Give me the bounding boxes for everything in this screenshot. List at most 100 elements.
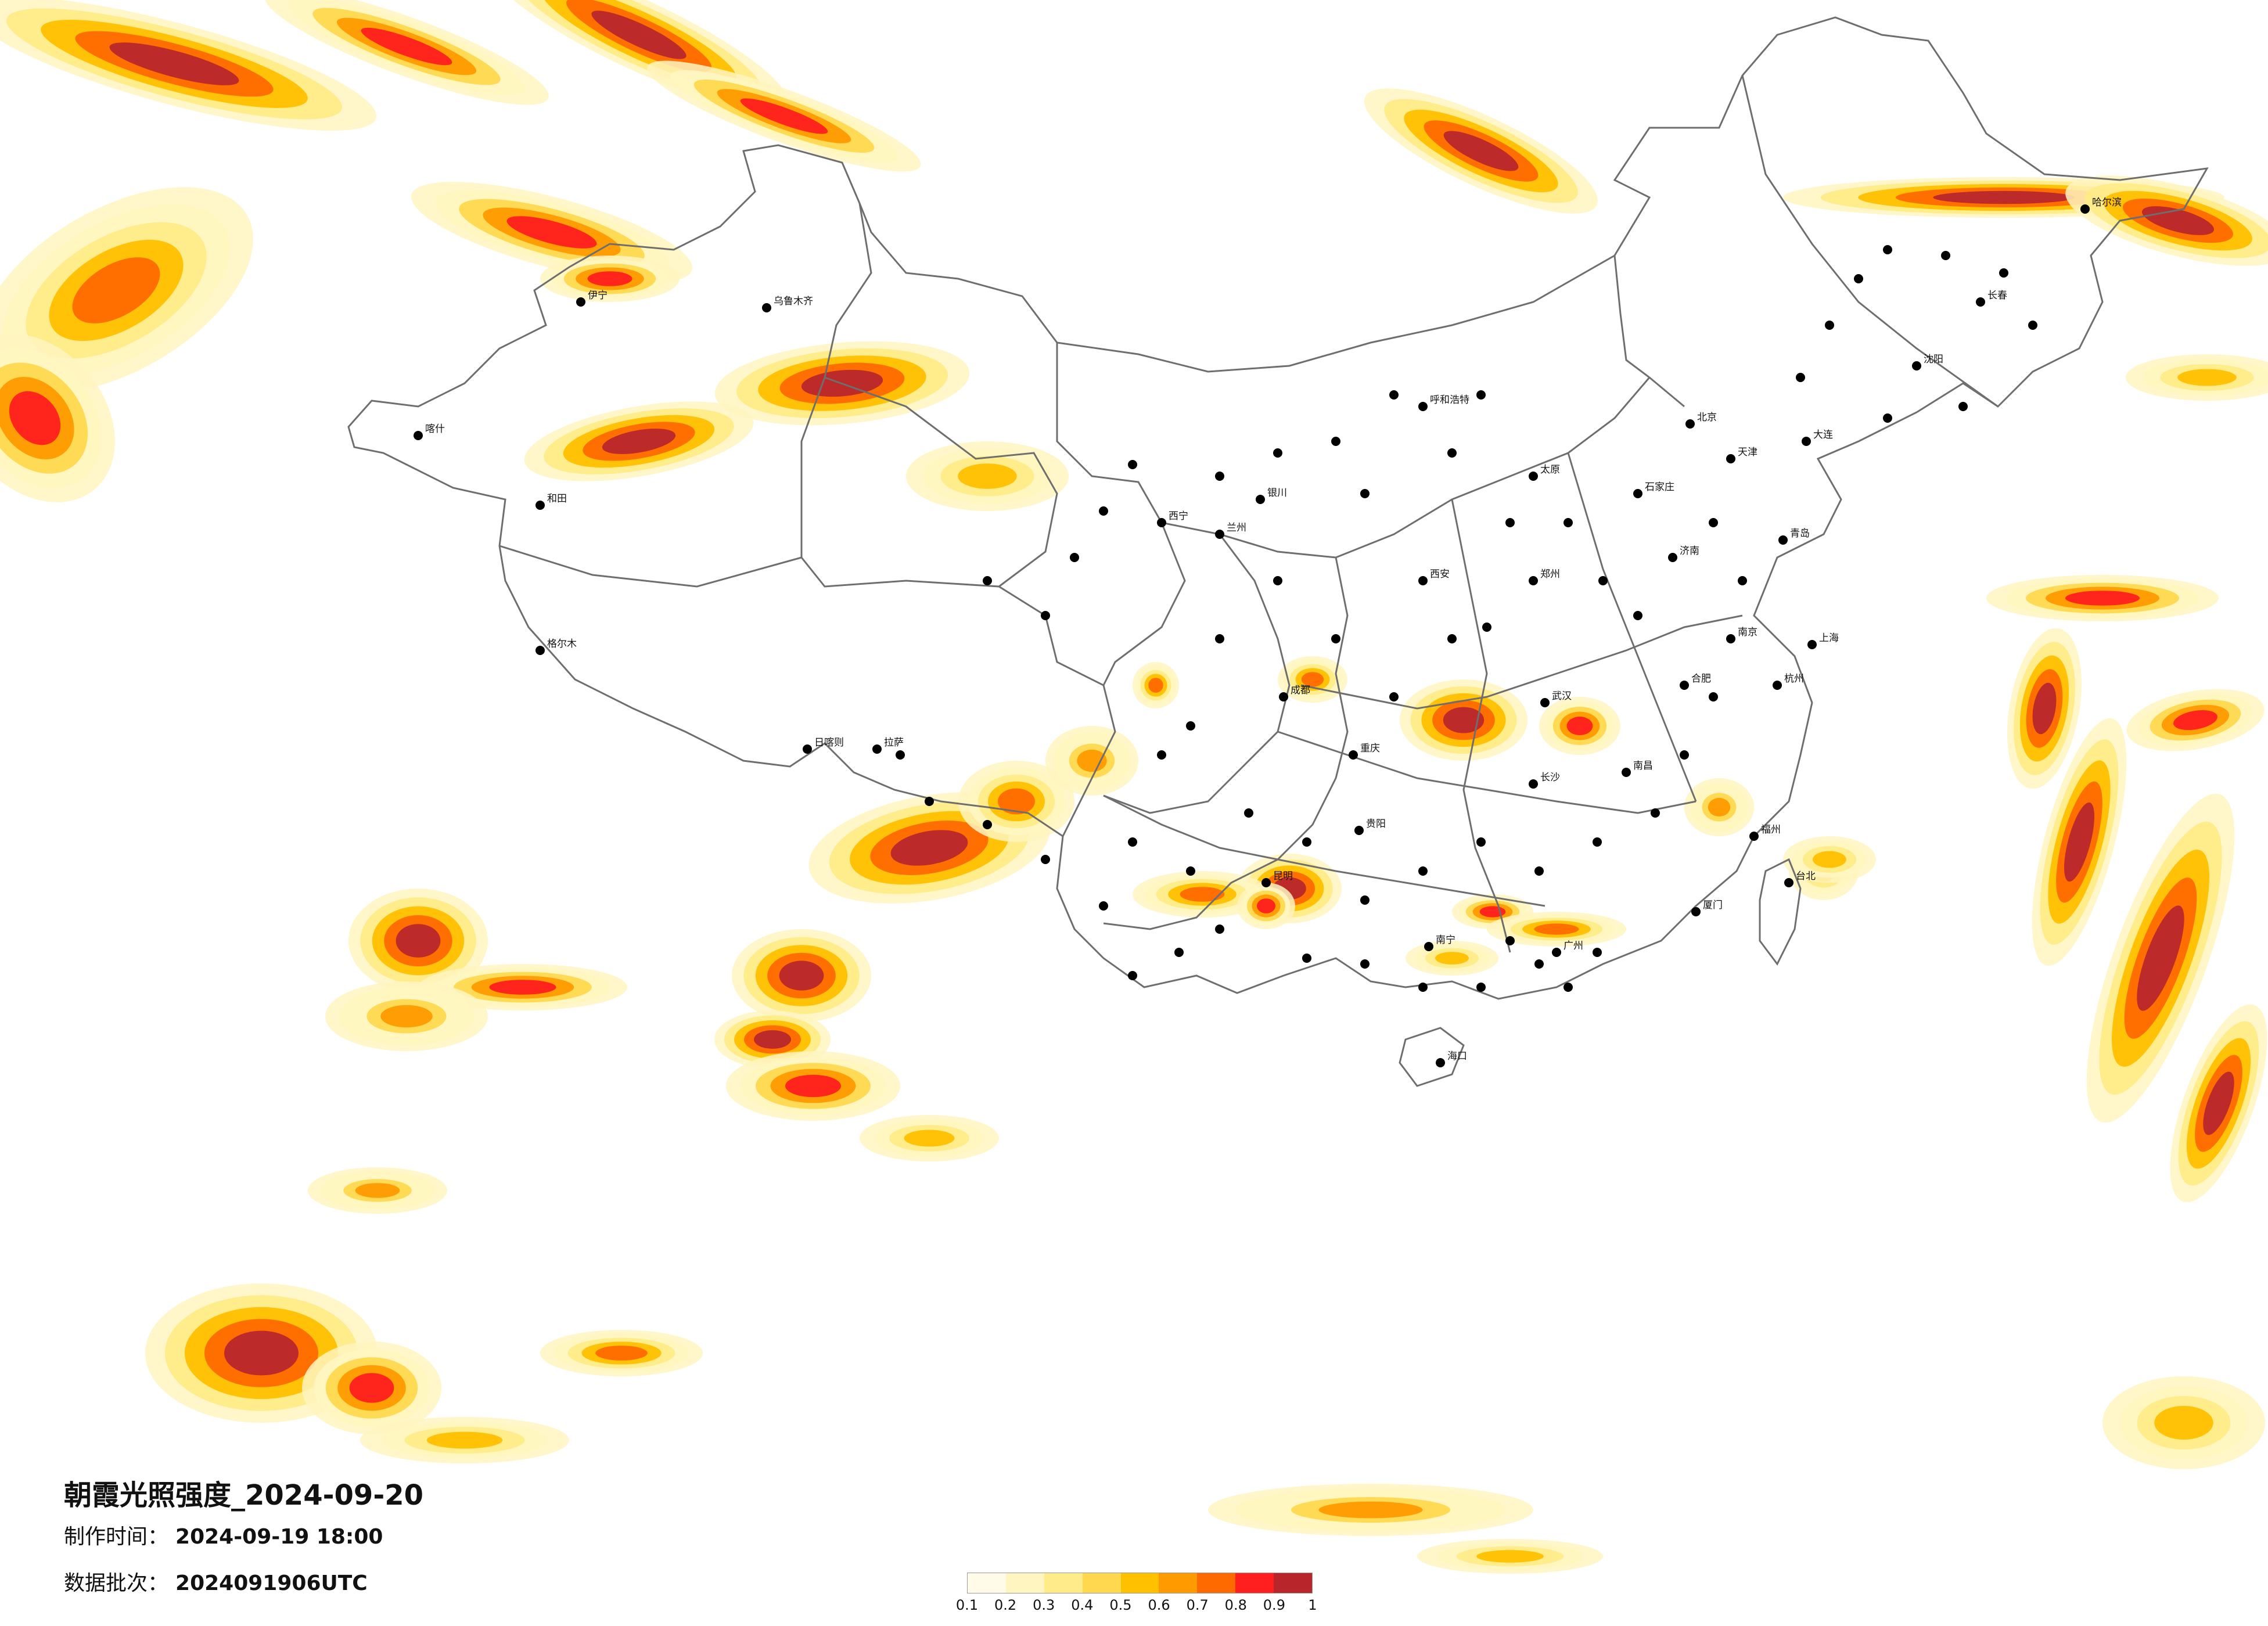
city-dot	[535, 501, 545, 510]
heatmap-cell	[380, 1005, 433, 1028]
heatmap-cell	[1318, 1501, 1423, 1519]
city-dot	[1244, 808, 1253, 818]
city-dot	[983, 820, 992, 829]
city-dot	[1482, 623, 1491, 632]
city-dot	[1598, 576, 1608, 585]
heatmap-cell	[1566, 717, 1593, 735]
city-dot	[1796, 373, 1805, 382]
map-title: 朝霞光照强度_2024-09-20	[64, 1479, 424, 1512]
city-dot	[1279, 692, 1288, 702]
city-dot	[1773, 681, 1782, 690]
city-label: 重庆	[1360, 743, 1380, 754]
city-dot	[1186, 721, 1195, 731]
legend-tick-label: 0.7	[1186, 1597, 1209, 1613]
city-dot	[1424, 942, 1433, 951]
city-dot	[896, 750, 905, 760]
city-dot	[1436, 1058, 1445, 1067]
city-dot	[1534, 959, 1544, 969]
city-dot	[1680, 750, 1689, 760]
heatmap-cell	[72, 257, 160, 323]
city-dot	[1941, 251, 1950, 260]
city-label: 西宁	[1169, 510, 1188, 522]
city-label: 上海	[1819, 632, 1839, 644]
city-label: 拉萨	[884, 737, 904, 749]
production-time-value: 2024-09-19 18:00	[175, 1525, 383, 1549]
city-dot	[1476, 983, 1486, 992]
city-dot	[1215, 924, 1224, 934]
city-dot	[1447, 448, 1457, 458]
data-batch: 数据批次： 2024091906UTC	[64, 1566, 368, 1596]
city-dot	[1709, 692, 1718, 702]
legend-swatch	[1159, 1573, 1198, 1593]
city-label: 北京	[1697, 412, 1717, 423]
city-dot	[1563, 983, 1573, 992]
city-label: 喀什	[425, 423, 445, 435]
city-dot	[1633, 489, 1642, 498]
legend-tick-label: 0.1	[955, 1597, 979, 1613]
city-label: 石家庄	[1645, 481, 1674, 493]
legend-swatch	[1120, 1573, 1159, 1593]
heatmap-cell	[779, 961, 824, 991]
heatmap-cell	[587, 271, 632, 286]
city-dot	[1593, 948, 1602, 957]
city-dot	[1854, 274, 1863, 283]
city-dot	[1540, 698, 1550, 707]
city-label: 呼和浩特	[1430, 394, 1469, 406]
city-label: 福州	[1761, 824, 1781, 836]
heatmap-cell	[2173, 710, 2217, 731]
city-dot	[1389, 692, 1399, 702]
city-dot	[1099, 506, 1108, 516]
city-label: 郑州	[1540, 569, 1560, 580]
city-dot	[1593, 837, 1602, 847]
city-dot	[1505, 936, 1515, 945]
city-dot	[1128, 460, 1137, 469]
city-dot	[1680, 681, 1689, 690]
city-label: 和田	[547, 493, 567, 505]
city-dot	[1749, 832, 1759, 841]
heatmap-cell	[355, 1183, 400, 1198]
city-label: 西安	[1430, 569, 1450, 580]
city-label: 天津	[1738, 447, 1757, 458]
city-dot	[1360, 489, 1370, 498]
city-label: 长沙	[1540, 772, 1560, 783]
legend-swatch	[1235, 1573, 1274, 1593]
heatmap-cell	[904, 1129, 955, 1147]
city-dot	[872, 744, 882, 754]
heatmap-cell	[506, 216, 597, 249]
heatmap-cell	[740, 98, 828, 134]
city-label: 太原	[1540, 464, 1560, 476]
heatmap-cell	[1813, 851, 1846, 868]
city-dot	[1418, 983, 1428, 992]
city-dot	[1418, 576, 1428, 585]
city-dot	[1389, 390, 1399, 400]
city-label: 杭州	[1784, 673, 1804, 685]
city-label: 南宁	[1436, 934, 1455, 946]
city-dot	[1331, 437, 1340, 446]
city-dot	[1685, 419, 1695, 429]
production-time: 制作时间： 2024-09-19 18:00	[64, 1520, 383, 1550]
heatmap-cell	[1933, 190, 2075, 204]
city-dot	[1958, 402, 1968, 411]
city-dot	[1802, 437, 1811, 446]
city-label: 日喀则	[814, 737, 844, 749]
city-dot	[1505, 518, 1515, 527]
legend-swatch	[1044, 1573, 1083, 1593]
city-label: 台北	[1796, 870, 1816, 882]
city-label: 兰州	[1227, 522, 1246, 534]
city-dot	[1128, 971, 1137, 980]
city-dot	[1976, 297, 1985, 307]
city-dot	[1215, 472, 1224, 481]
heatmap-cell	[2065, 591, 2140, 606]
heatmap-cell	[2064, 802, 2094, 882]
city-dot	[1999, 268, 2008, 278]
city-label: 成都	[1291, 685, 1310, 696]
city-label: 南昌	[1633, 760, 1653, 772]
city-dot	[1215, 634, 1224, 643]
heatmap-cell	[1443, 707, 1485, 733]
city-dot	[1418, 402, 1428, 411]
legend-swatch	[1082, 1573, 1121, 1593]
city-dot	[1360, 895, 1370, 905]
city-dot	[803, 744, 812, 754]
